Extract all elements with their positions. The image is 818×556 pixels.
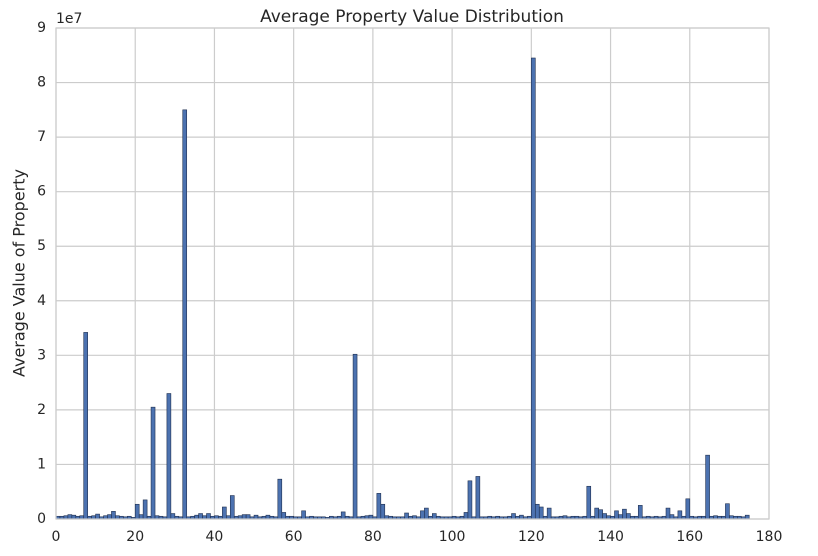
bar (665, 507, 671, 520)
bar (538, 506, 544, 520)
y-tick-label: 0 (37, 511, 46, 527)
bar (475, 476, 481, 520)
bar (95, 513, 100, 520)
bar (83, 332, 88, 520)
tick-labels: 0 1 2 3 4 5 6 7 8 9 0 20 40 60 80 100 120 140 160 180 (37, 20, 782, 545)
bar (622, 508, 627, 520)
bar (281, 512, 287, 520)
bar (340, 511, 346, 520)
x-tick-label: 100 (439, 529, 466, 545)
bar (424, 507, 429, 520)
chart-title: Average Property Value Distribution (260, 7, 564, 27)
bar (134, 503, 140, 520)
bar (222, 506, 227, 520)
bar (669, 514, 675, 520)
bar (111, 511, 116, 520)
bar (602, 513, 607, 520)
bar (245, 514, 251, 520)
bar (206, 513, 211, 520)
plot-area (56, 28, 769, 519)
bar (182, 109, 188, 520)
x-tick-label: 160 (676, 529, 703, 545)
bar (166, 393, 172, 520)
y-axis-label: Average Value of Property (10, 169, 29, 377)
bar (677, 510, 683, 520)
x-tick-label: 20 (126, 529, 144, 545)
bar (614, 510, 619, 520)
bar (67, 514, 73, 520)
offset-label: 1e7 (56, 11, 82, 27)
bar (380, 503, 386, 520)
y-tick-label: 9 (37, 20, 46, 36)
bar (598, 509, 603, 520)
bar (170, 513, 176, 520)
bar (626, 513, 631, 520)
bar (594, 507, 599, 520)
bar (107, 514, 112, 520)
bar (277, 478, 283, 520)
y-tick-label: 7 (37, 129, 46, 145)
bar (432, 513, 437, 520)
y-tick-label: 5 (37, 238, 46, 254)
x-tick-label: 0 (52, 529, 61, 545)
bar (241, 514, 247, 520)
bar (637, 505, 643, 520)
y-tick-label: 1 (37, 456, 46, 472)
bar (531, 57, 536, 520)
bar (138, 514, 144, 520)
bar (420, 510, 425, 520)
bar (586, 485, 592, 520)
bar (376, 493, 382, 520)
y-tick-label: 8 (37, 75, 46, 91)
bar (150, 406, 156, 520)
bar (705, 454, 710, 520)
y-tick-label: 4 (37, 293, 46, 309)
bar (467, 480, 473, 520)
y-tick-label: 6 (37, 184, 46, 200)
bar (198, 513, 203, 520)
bar (546, 507, 552, 520)
y-tick-label: 2 (37, 402, 46, 418)
bar (404, 512, 409, 520)
bar (685, 498, 691, 520)
bar (301, 510, 306, 520)
x-tick-label: 180 (756, 529, 783, 545)
x-tick-label: 140 (597, 529, 624, 545)
bar (229, 495, 235, 520)
y-tick-label: 3 (37, 347, 46, 363)
bar (511, 513, 516, 520)
bar (725, 503, 730, 520)
bar (142, 499, 148, 520)
x-tick-label: 80 (364, 529, 382, 545)
bar (463, 512, 469, 520)
plot-frame (55, 27, 770, 520)
bar (534, 503, 540, 520)
x-tick-label: 60 (285, 529, 303, 545)
x-tick-label: 120 (518, 529, 545, 545)
x-tick-label: 40 (206, 529, 224, 545)
bar (618, 514, 623, 520)
bar (352, 353, 358, 520)
